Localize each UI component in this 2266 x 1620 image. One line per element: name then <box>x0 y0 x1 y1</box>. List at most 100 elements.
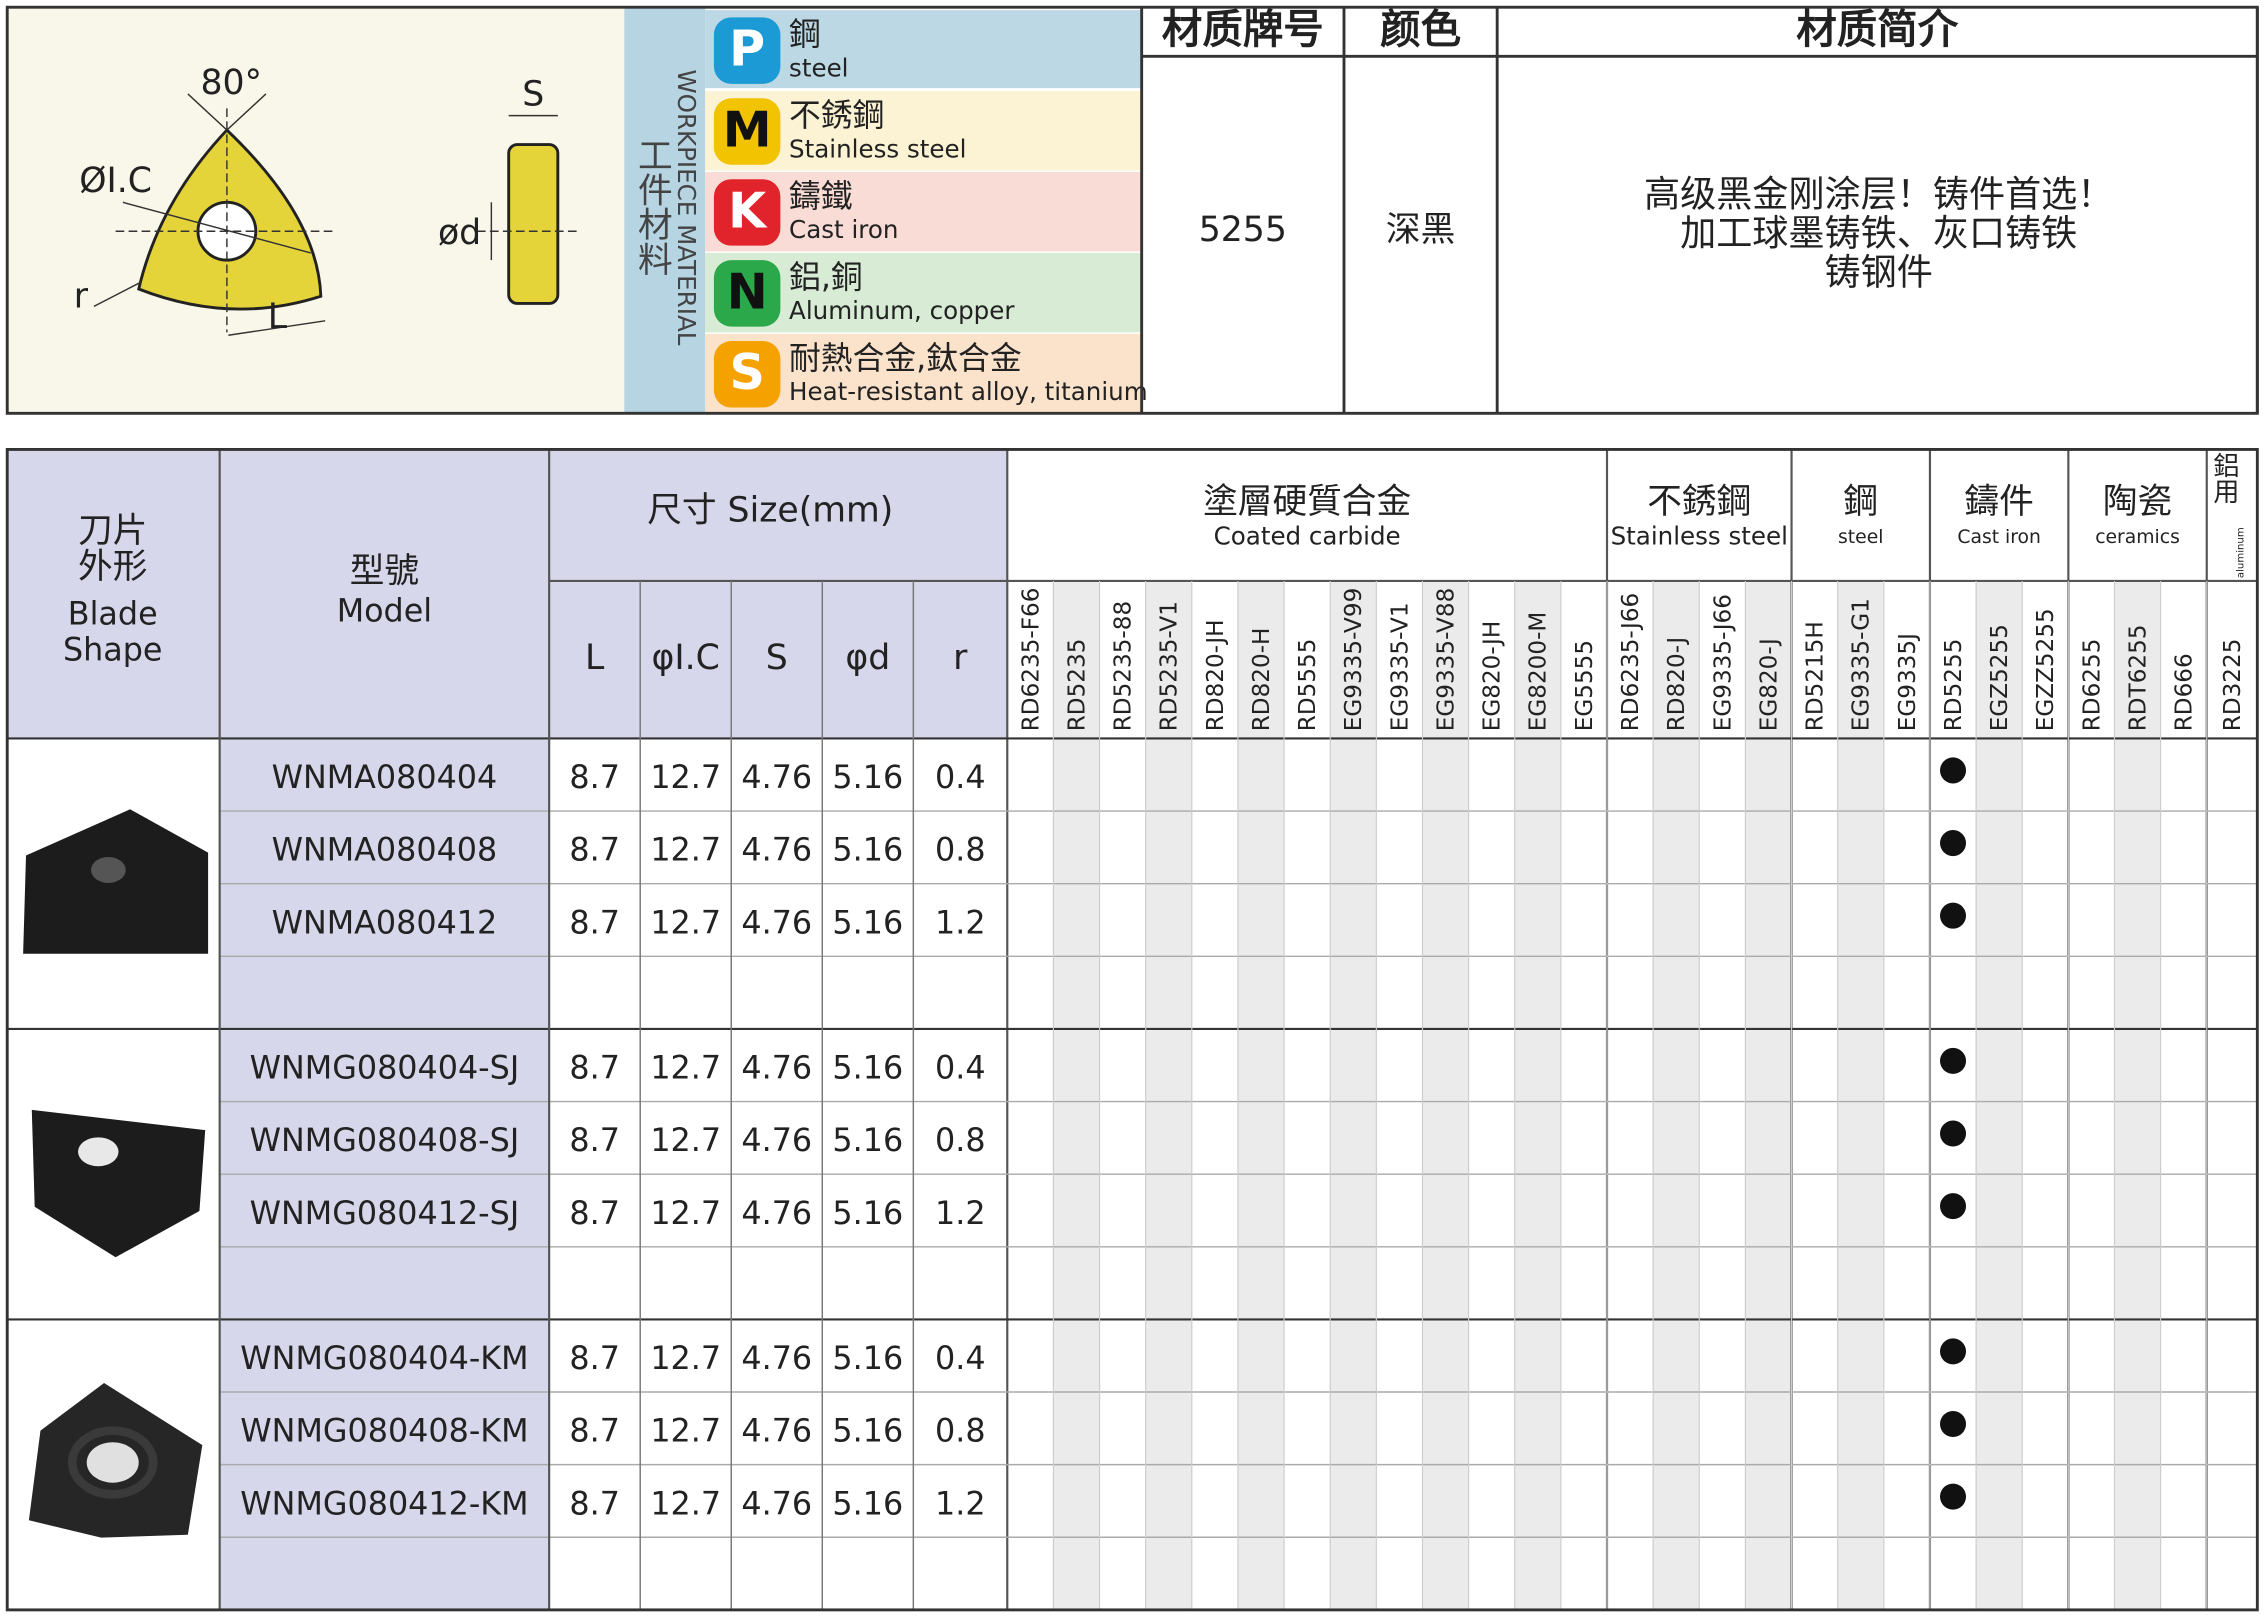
material-badge <box>713 98 781 165</box>
dimension-header: φI.C <box>652 638 720 678</box>
info-description: 高级黑金刚涂层！铸件首选！ <box>1644 173 2113 216</box>
shape-header: Blade <box>68 596 158 633</box>
column-shade <box>1514 580 1561 1610</box>
material-name-en: Cast iron <box>789 215 898 244</box>
dimension-value: 0.8 <box>935 832 986 869</box>
material-name-cn: 耐熱合金,鈦合金 <box>789 340 1022 377</box>
material-letter: N <box>727 262 768 320</box>
group-name-en: Coated carbide <box>1214 522 1401 551</box>
dimension-value: 12.7 <box>650 1413 721 1450</box>
group-name-cn: 鑄件 <box>1964 482 2033 522</box>
dimension-value: 0.8 <box>935 1122 986 1159</box>
grade-name: RD820-JH <box>1203 619 1229 731</box>
workpiece-label-bg <box>624 7 706 414</box>
group-name-en: aluminum <box>2236 527 2247 578</box>
model: WNMG080404-KM <box>240 1340 528 1377</box>
model: WNMG080408-KM <box>240 1413 528 1450</box>
column-shade <box>1237 580 1285 1610</box>
workpiece-label-en: WORKPIECE MATERIAL <box>672 69 701 345</box>
model: WNMG080412-SJ <box>250 1195 520 1232</box>
dimension-value: 5.16 <box>832 1413 903 1450</box>
grade-info: 材质牌号 颜色 材质简介 5255 深黑 高级黑金刚涂层！铸件首选！加工球墨铸铁、灰口铸铁… <box>1140 5 2259 414</box>
grade-name: EG8200-M <box>1526 612 1552 732</box>
grade-name: RD5235 <box>1064 639 1090 732</box>
info-grade: 5255 <box>1199 210 1287 250</box>
dimension-value: 4.76 <box>741 832 812 869</box>
group-name-en: ceramics <box>2095 527 2180 548</box>
group-name-cn: 鋁用 <box>2209 452 2239 504</box>
dimension-value: 4.76 <box>741 1340 812 1377</box>
s-label: S <box>522 74 544 114</box>
grade-name: RD5215H <box>1803 621 1829 731</box>
column-shade <box>1653 580 1700 1610</box>
dimension-value: 8.7 <box>569 1413 620 1450</box>
size-header: 尺寸 Size(mm) <box>647 491 893 531</box>
grade-name: RD666 <box>2172 653 2198 731</box>
material-badge <box>713 179 781 246</box>
column-shade <box>1837 580 1884 1610</box>
dimension-value: 1.2 <box>935 904 986 941</box>
dimension-value: 12.7 <box>650 832 721 869</box>
info-description: 铸钢件 <box>1825 251 1933 294</box>
dimension-header: r <box>953 638 968 678</box>
top-border <box>5 5 2259 415</box>
ic-label: ØI.C <box>79 161 152 201</box>
info-header: 材质简介 <box>1796 5 1958 53</box>
material-name-en: steel <box>789 53 848 82</box>
workpiece-label-cn: 工件材料 <box>631 137 672 276</box>
suitability-dot <box>1940 757 1967 784</box>
dimension-value: 8.7 <box>569 904 620 941</box>
dimension-value: 12.7 <box>650 1485 721 1522</box>
dimension-value: 1.2 <box>935 1485 986 1522</box>
column-shade <box>1976 580 2023 1610</box>
grade-name: EG9335-V1 <box>1387 602 1413 731</box>
dimension-value: 0.4 <box>935 1340 986 1377</box>
shape-header: Shape <box>63 632 163 669</box>
model-header: 型號 <box>350 551 419 591</box>
dimension-value: 12.7 <box>650 759 721 796</box>
model: WNMA080408 <box>272 832 498 869</box>
l-label: L <box>268 297 288 337</box>
grade-name: RD6235-J66 <box>1618 593 1644 732</box>
dimension-value: 5.16 <box>832 1485 903 1522</box>
material-badge <box>713 260 781 327</box>
material-name-cn: 不銹鋼 <box>789 97 884 134</box>
dimension-value: 12.7 <box>650 1195 721 1232</box>
suitability-dot <box>1940 830 1967 857</box>
material-name-cn: 鋼 <box>789 16 821 53</box>
info-color: 深黑 <box>1386 210 1455 250</box>
material-badge <box>713 17 781 84</box>
column-shade <box>1145 580 1192 1610</box>
info-description: 加工球墨铸铁、灰口铸铁 <box>1680 212 2077 255</box>
model: WNMG080412-KM <box>240 1485 528 1522</box>
grade-name: EG9335-J66 <box>1710 594 1736 731</box>
suitability-dot <box>1940 1193 1967 1220</box>
column-shade <box>1330 580 1377 1610</box>
table-border <box>5 447 2259 1612</box>
dimension-header: φd <box>845 638 890 678</box>
dimension-value: 5.16 <box>832 1050 903 1087</box>
material-letter: M <box>723 100 772 158</box>
material-name-en: Stainless steel <box>789 134 966 163</box>
dimension-value: 5.16 <box>832 759 903 796</box>
group-name-cn: 鋼 <box>1843 482 1878 522</box>
grade-name: RD820-J <box>1664 637 1690 731</box>
d-label: ød <box>438 213 481 253</box>
grade-name: EG9335J <box>1895 633 1921 731</box>
grade-name: RD820-H <box>1249 628 1275 732</box>
dimension-value: 4.76 <box>741 1050 812 1087</box>
material-badge <box>713 341 781 408</box>
dimension-value: 8.7 <box>569 1340 620 1377</box>
dimension-value: 4.76 <box>741 1485 812 1522</box>
angle-label: 80° <box>200 63 261 103</box>
column-shade <box>1053 580 1100 1610</box>
grade-name: RD6235-F66 <box>1018 588 1044 732</box>
shape-header: 外形 <box>78 547 147 587</box>
info-header: 颜色 <box>1380 5 1461 53</box>
suitability-dot <box>1940 1338 1967 1365</box>
dimension-value: 12.7 <box>650 1050 721 1087</box>
grade-name: EG820-JH <box>1480 621 1506 731</box>
suitability-dot <box>1940 1483 1967 1510</box>
